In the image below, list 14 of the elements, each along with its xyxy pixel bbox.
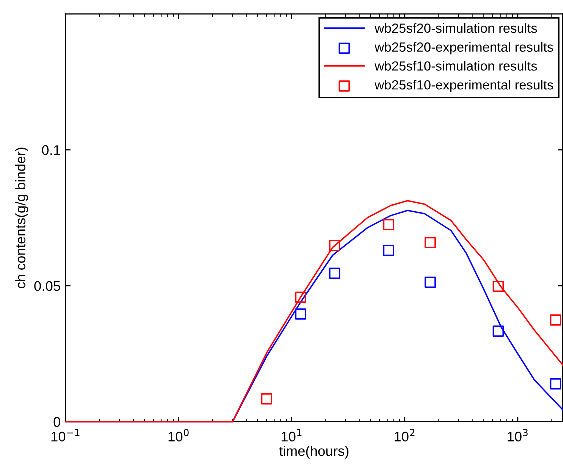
x-tick-label: 10$^{2}$	[394, 429, 415, 442]
legend-label: wb25sf10-simulation results	[374, 61, 538, 71]
x-tick-label: 10$^{0}$	[168, 429, 189, 442]
legend-label: wb25sf10-experimental results	[374, 80, 554, 92]
x-tick-label: 10$^{1}$	[282, 429, 302, 442]
y-tick-label: 0	[54, 417, 60, 428]
y-tick-label: 0.05	[34, 281, 60, 292]
y-tick-label: 0.1	[42, 145, 60, 156]
legend-label: wb25sf20-simulation results	[374, 23, 538, 34]
legend-label: wb25sf20-experimental results	[374, 42, 554, 55]
y-axis-title: ch contents(g/g binder)	[15, 148, 28, 288]
x-tick-label: 10$^{3}$	[508, 429, 528, 442]
x-tick-label: 10$^{−1}$	[52, 429, 80, 442]
x-axis-title: time(hours)	[280, 446, 349, 459]
